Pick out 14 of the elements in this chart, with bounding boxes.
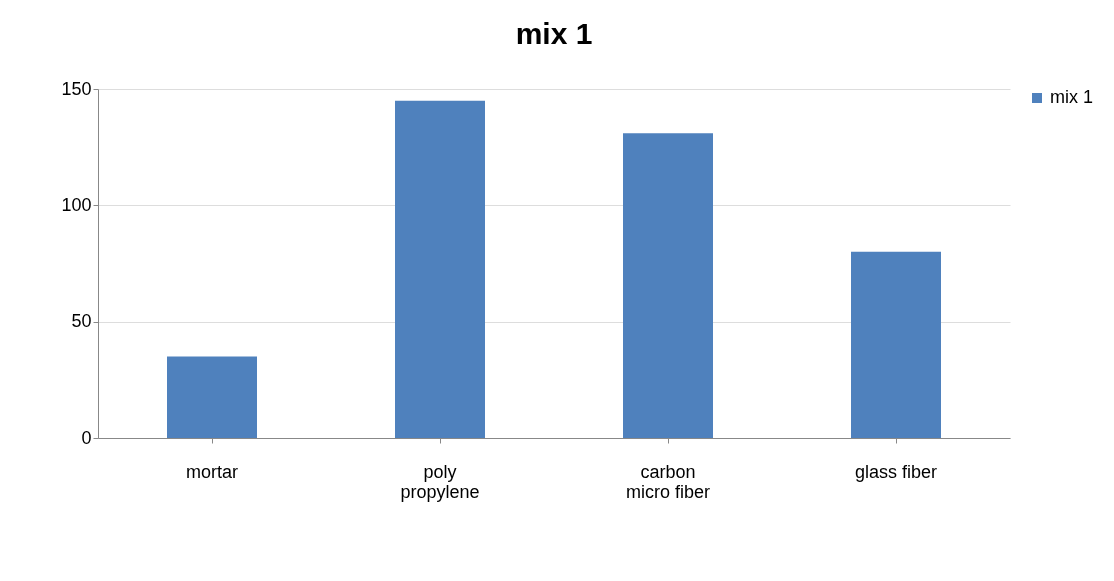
bar: [395, 100, 485, 438]
y-tick-label: 100: [61, 194, 92, 215]
bar: [623, 133, 713, 438]
chart-title: mix 1: [515, 17, 593, 50]
bar: [851, 251, 941, 438]
x-tick-label: mortar: [185, 461, 239, 482]
y-tick-label: 50: [71, 311, 92, 332]
bar: [167, 356, 257, 438]
x-tick-label: poly propylene: [400, 461, 480, 502]
legend-label: mix 1: [1050, 87, 1094, 107]
y-tick-label: 0: [81, 427, 92, 448]
x-tick-label: carbon micro fiber: [625, 461, 711, 502]
y-tick-label: 150: [61, 78, 92, 99]
x-tick-label: glass fiber: [854, 461, 938, 482]
